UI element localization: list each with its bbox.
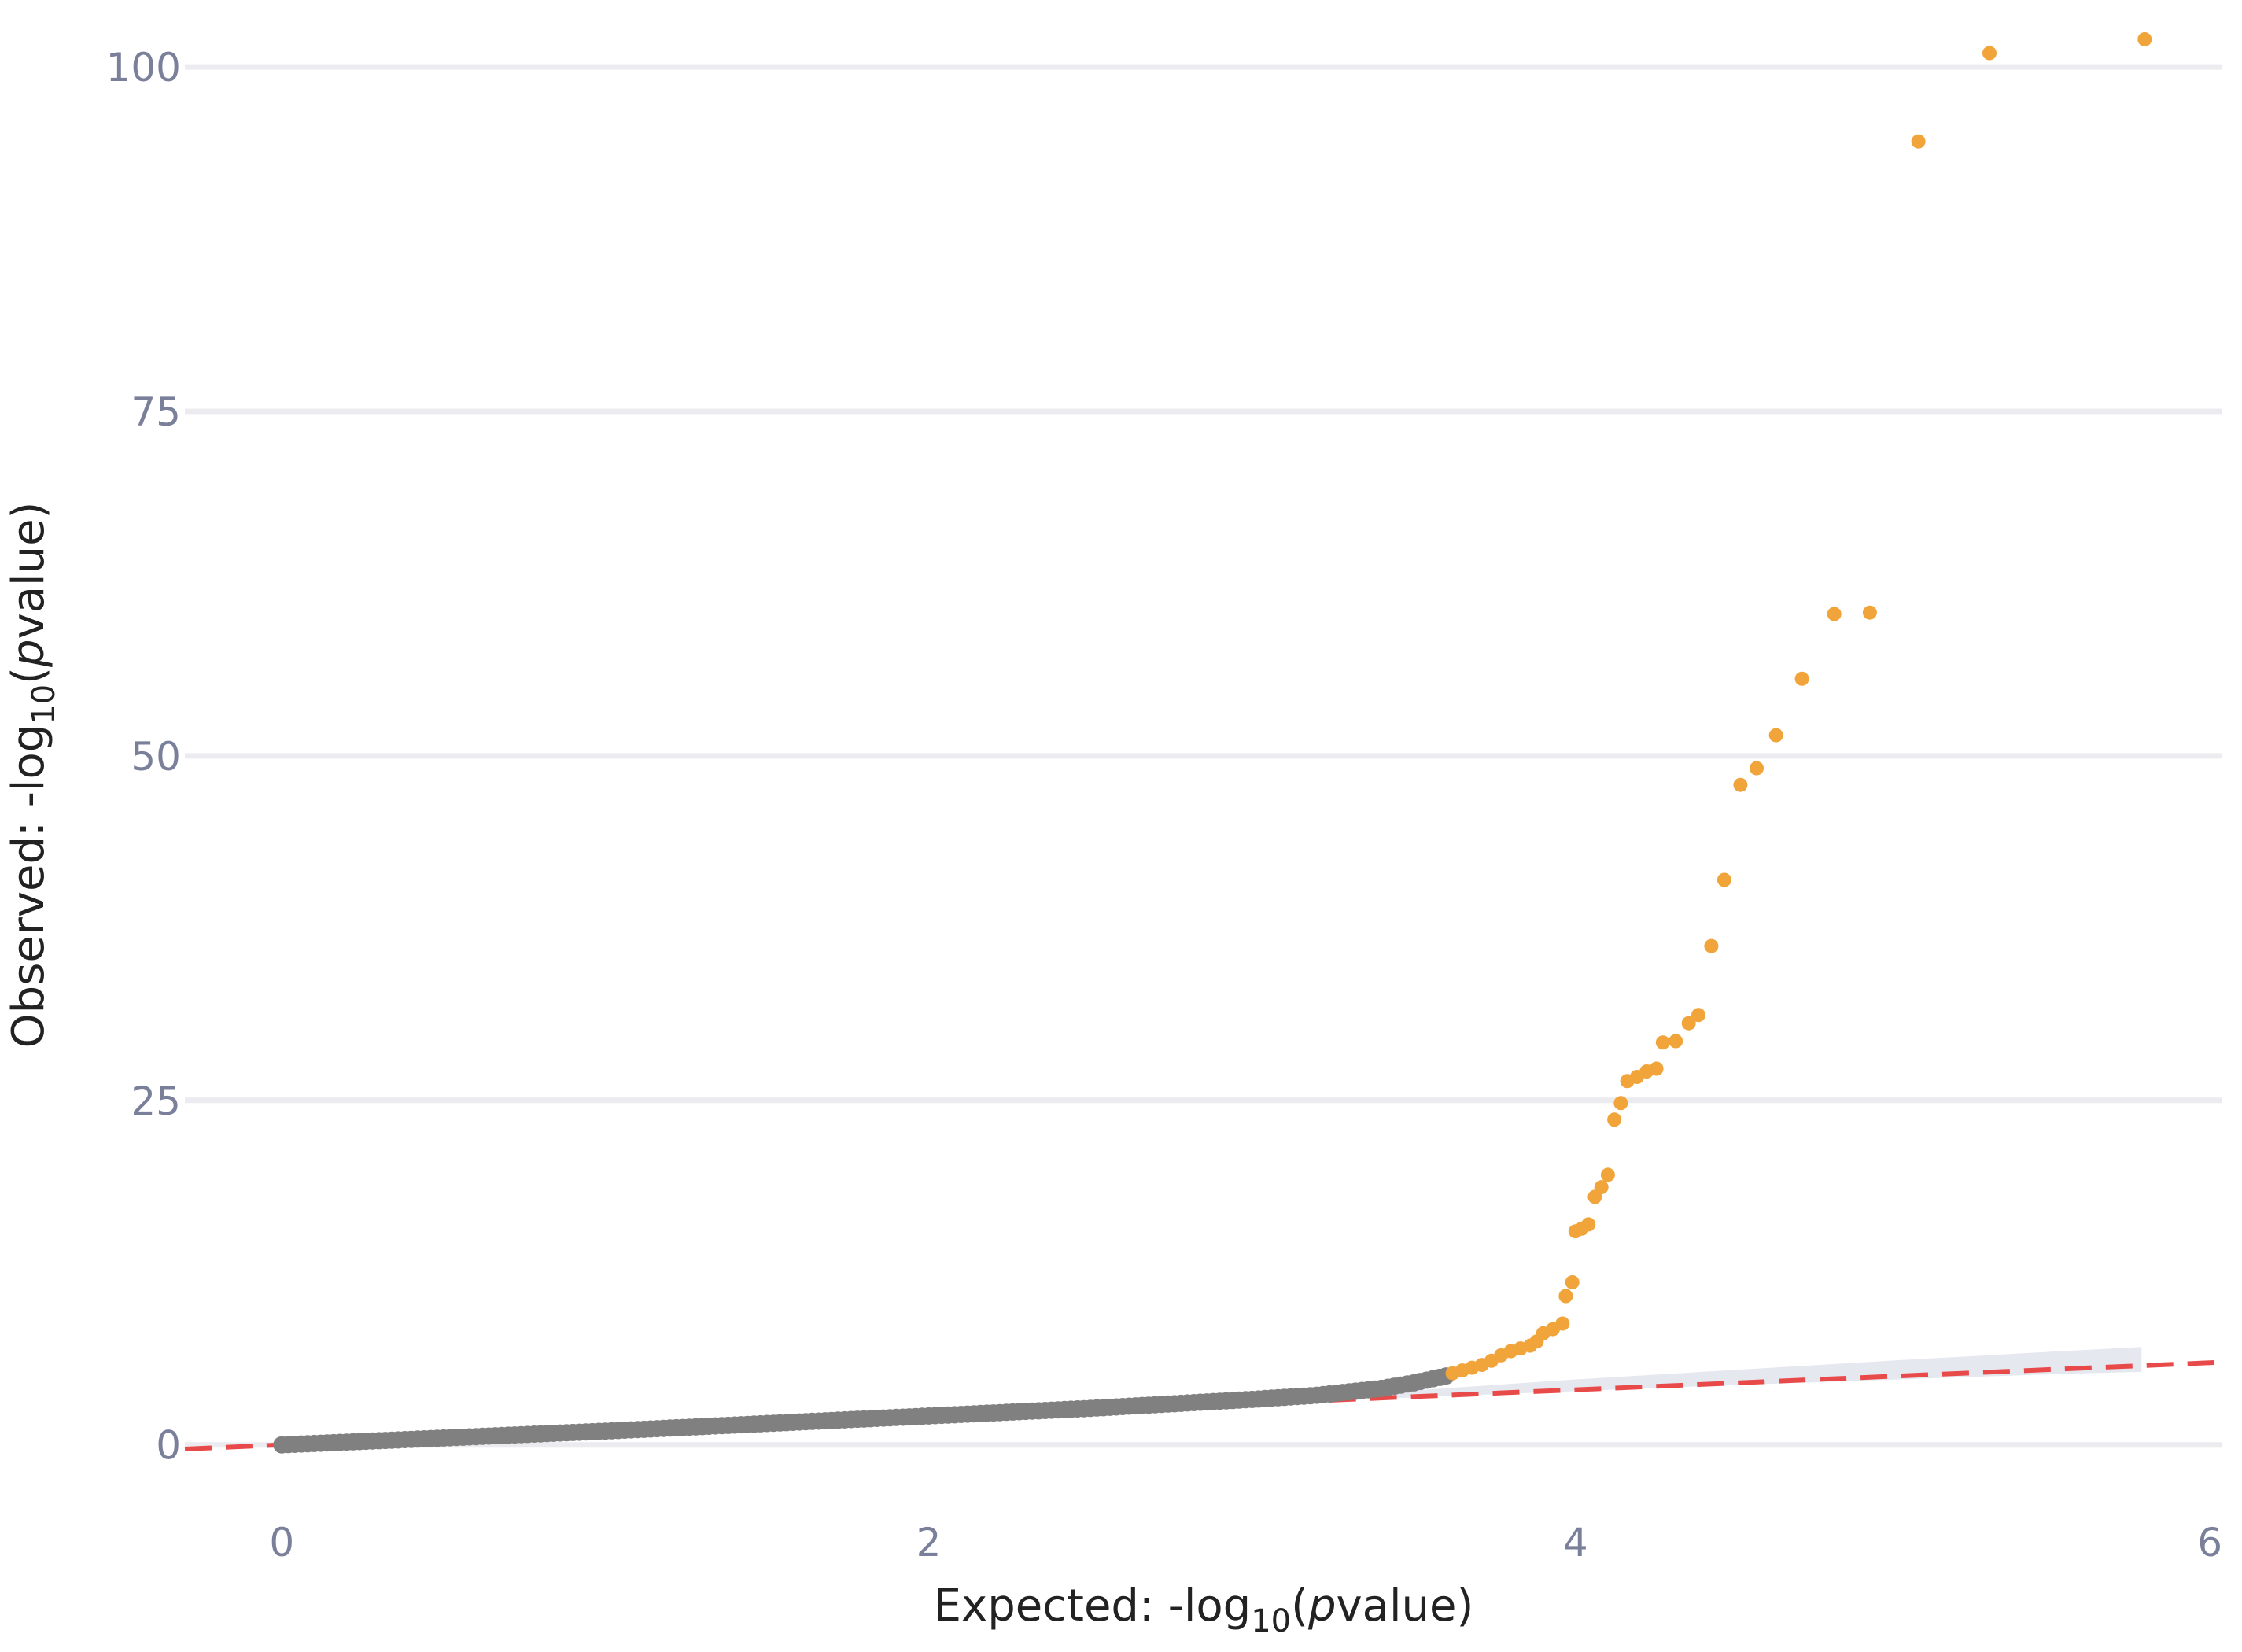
x-axis-title-prefix: Expected: -log <box>934 1580 1252 1632</box>
significant-point-41 <box>2137 32 2152 46</box>
significant-point-31 <box>1704 938 1719 953</box>
significant-point-13 <box>1558 1289 1573 1304</box>
significant-point-28 <box>1669 1034 1683 1049</box>
significant-points-layer <box>1445 32 2152 1381</box>
significant-point-17 <box>1581 1217 1596 1232</box>
significant-point-35 <box>1768 728 1783 743</box>
y-axis-title-open-paren: ( <box>3 667 54 684</box>
significant-point-26 <box>1649 1061 1664 1076</box>
x-axis-title-subscript: 10 <box>1251 1603 1291 1639</box>
y-tick-label-100: 100 <box>106 45 181 90</box>
significant-point-33 <box>1733 777 1748 792</box>
significant-point-32 <box>1717 872 1731 887</box>
x-axis-title-italic: p <box>1307 1580 1337 1632</box>
significant-point-40 <box>1982 46 1997 61</box>
significant-point-12 <box>1555 1316 1570 1331</box>
significant-point-14 <box>1565 1275 1580 1289</box>
x-tick-label-0: 0 <box>269 1520 294 1565</box>
x-tick-label-2: 2 <box>916 1520 942 1565</box>
y-tick-label-75: 75 <box>131 389 181 435</box>
x-axis-title-suffix: value) <box>1337 1580 1474 1632</box>
y-axis-title-subscript: 10 <box>26 684 62 725</box>
y-axis-title-italic: p <box>3 639 54 668</box>
significant-point-30 <box>1691 1008 1705 1023</box>
significant-point-29 <box>1681 1016 1696 1031</box>
significant-point-21 <box>1607 1112 1622 1127</box>
y-axis-ticks: 0 25 50 75 100 <box>106 45 181 1469</box>
significant-point-27 <box>1655 1035 1670 1050</box>
x-axis-ticks: 0 2 4 6 <box>269 1520 2222 1565</box>
significant-point-20 <box>1600 1167 1615 1182</box>
significant-point-22 <box>1613 1096 1628 1111</box>
significant-point-37 <box>1827 607 1842 621</box>
confidence-band-layer <box>1284 1347 2142 1403</box>
y-tick-label-0: 0 <box>156 1423 181 1469</box>
x-axis-title-open-paren: ( <box>1291 1580 1308 1632</box>
significant-point-39 <box>1911 134 1926 149</box>
y-tick-label-25: 25 <box>131 1079 181 1124</box>
significant-point-19 <box>1594 1180 1609 1195</box>
x-axis-title: Expected: -log10(pvalue) <box>934 1580 1474 1639</box>
y-axis-title-prefix: Observed: -log <box>3 725 54 1049</box>
confidence-band <box>1284 1347 2142 1403</box>
null-points-layer <box>273 1367 1455 1454</box>
y-tick-label-50: 50 <box>131 734 181 780</box>
y-axis-title: Observed: -log10(pvalue) <box>3 502 62 1049</box>
x-tick-label-4: 4 <box>1563 1520 1588 1565</box>
x-tick-label-6: 6 <box>2197 1520 2222 1565</box>
y-axis-title-suffix: value) <box>3 502 54 640</box>
significant-point-34 <box>1750 761 1764 776</box>
gridlines <box>185 64 2222 1448</box>
significant-point-38 <box>1862 605 1877 620</box>
significant-point-36 <box>1794 671 1809 686</box>
